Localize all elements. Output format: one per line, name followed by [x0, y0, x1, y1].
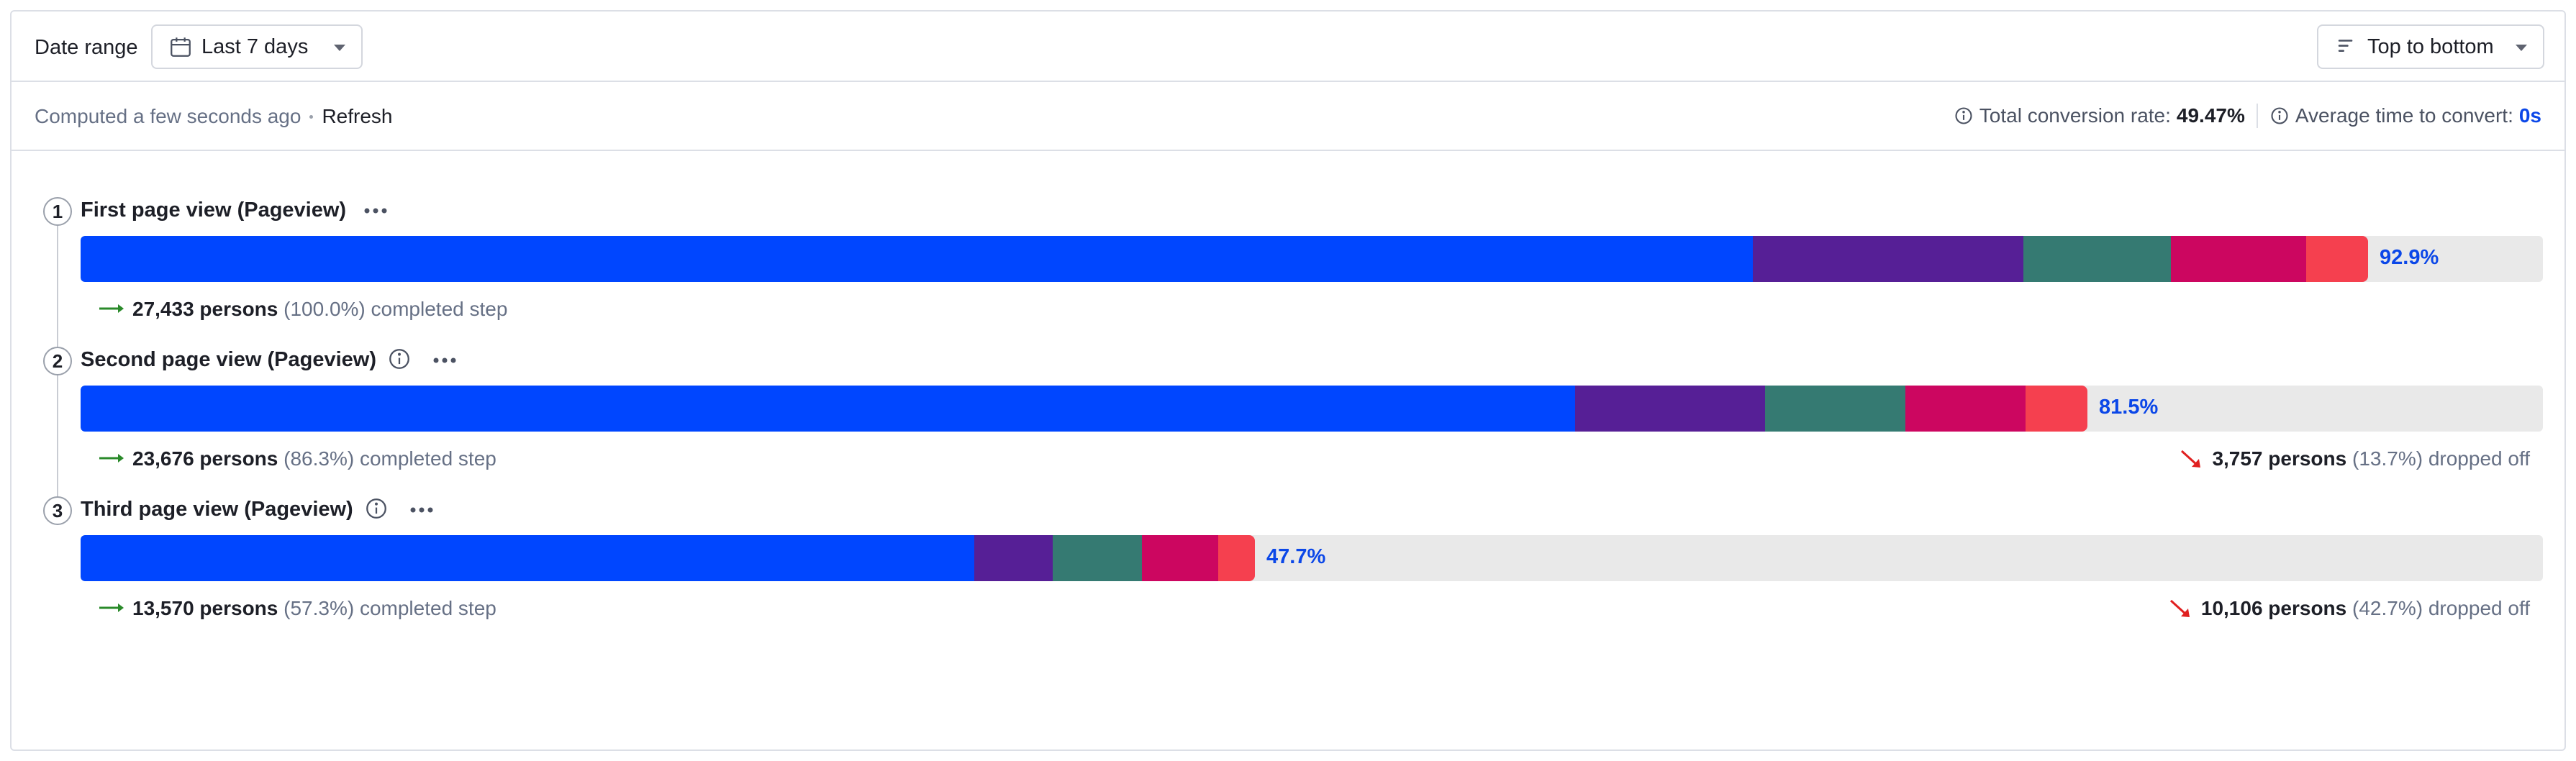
- conversion-stats: Total conversion rate: 49.47% Average ti…: [1954, 104, 2541, 128]
- completed-percent: (86.3%): [284, 447, 355, 470]
- info-icon[interactable]: [1954, 106, 1974, 126]
- completed-text: completed step: [359, 597, 496, 619]
- bar-segment-magenta[interactable]: [2171, 236, 2307, 282]
- dropoff-percent: (42.7%): [2352, 597, 2423, 619]
- conversion-label: Total conversion rate:: [1979, 104, 2171, 127]
- order-dropdown[interactable]: Top to bottom: [2317, 24, 2544, 69]
- bar-segment-purple[interactable]: [974, 535, 1053, 581]
- bar-segment-purple[interactable]: [1752, 236, 2023, 282]
- step-title: Third page view (Pageview): [81, 498, 353, 521]
- bar-segment-magenta[interactable]: [1141, 535, 1218, 581]
- divider: [2256, 104, 2258, 128]
- dropoff-text: dropped off: [2428, 597, 2530, 619]
- date-range-dropdown[interactable]: Last 7 days: [151, 24, 363, 69]
- completed-count: 27,433 persons: [132, 298, 278, 320]
- step-title: Second page view (Pageview): [81, 348, 376, 371]
- bar-segment-purple[interactable]: [1575, 386, 1765, 432]
- completed-count: 23,676 persons: [132, 447, 278, 470]
- bar-segment-coral[interactable]: [2306, 236, 2368, 282]
- step-percent: 47.7%: [1266, 545, 1326, 568]
- sort-icon: [2334, 35, 2359, 59]
- info-icon[interactable]: [364, 496, 389, 521]
- bar-segment-blue[interactable]: [81, 236, 1753, 282]
- dropoff-text: dropped off: [2428, 447, 2530, 470]
- bar-segment-magenta[interactable]: [1905, 386, 2026, 432]
- bar-segment-coral[interactable]: [2026, 386, 2087, 432]
- arrow-right-icon: [96, 598, 125, 618]
- completed-summary: 13,570 persons (57.3%) completed step: [96, 597, 496, 620]
- computed-status: Computed a few seconds ago Refresh: [35, 105, 393, 128]
- avg-time-label: Average time to convert:: [2295, 104, 2513, 127]
- refresh-link[interactable]: Refresh: [322, 105, 393, 127]
- step-bar-fill: [81, 535, 1255, 581]
- step-bar-fill: [81, 386, 2087, 432]
- step-bar-fill: [81, 236, 2368, 282]
- info-icon[interactable]: [387, 347, 412, 371]
- arrow-right-icon: [96, 448, 125, 468]
- dropoff-summary: 10,106 persons (42.7%) dropped off: [2165, 597, 2530, 620]
- completed-text: completed step: [359, 447, 496, 470]
- step-bar[interactable]: [81, 535, 2543, 581]
- status-bar: Computed a few seconds ago Refresh Total …: [12, 82, 2564, 151]
- toolbar: Date range Last 7 days Top to bottom: [12, 12, 2564, 82]
- bar-segment-teal[interactable]: [1053, 535, 1142, 581]
- more-icon[interactable]: [430, 350, 459, 371]
- chevron-down-icon: [2516, 45, 2527, 51]
- step-percent: 92.9%: [2380, 246, 2439, 269]
- step-percent: 81.5%: [2099, 396, 2159, 419]
- dropoff-percent: (13.7%): [2352, 447, 2423, 470]
- completed-text: completed step: [371, 298, 508, 320]
- step-title: First page view (Pageview): [81, 199, 347, 222]
- conversion-value: 49.47%: [2176, 104, 2245, 127]
- completed-summary: 23,676 persons (86.3%) completed step: [96, 447, 496, 470]
- avg-time-value: 0s: [2518, 104, 2541, 127]
- arrow-down-right-icon: [2165, 598, 2194, 618]
- order-value: Top to bottom: [2367, 35, 2494, 58]
- calendar-icon: [168, 35, 193, 59]
- bar-segment-teal[interactable]: [2023, 236, 2172, 282]
- separator-dot: [309, 115, 314, 119]
- step-number-badge: 2: [43, 347, 72, 375]
- completed-summary: 27,433 persons (100.0%) completed step: [96, 298, 507, 321]
- dropoff-count: 3,757 persons: [2212, 447, 2347, 470]
- dropoff-summary: 3,757 persons (13.7%) dropped off: [2176, 447, 2530, 470]
- info-icon[interactable]: [2269, 106, 2290, 126]
- completed-percent: (100.0%): [284, 298, 366, 320]
- arrow-right-icon: [96, 299, 125, 319]
- arrow-down-right-icon: [2176, 448, 2205, 468]
- bar-segment-blue[interactable]: [81, 535, 974, 581]
- step-number-badge: 1: [43, 197, 72, 226]
- step-bar[interactable]: [81, 386, 2543, 432]
- date-range-value: Last 7 days: [201, 35, 309, 58]
- bar-segment-blue[interactable]: [81, 386, 1576, 432]
- completed-count: 13,570 persons: [132, 597, 278, 619]
- computed-text: Computed a few seconds ago: [35, 105, 301, 127]
- chevron-down-icon: [334, 45, 345, 51]
- step-bar[interactable]: [81, 236, 2543, 282]
- more-icon[interactable]: [361, 200, 390, 222]
- funnel-panel: Date range Last 7 days Top to bottom Co: [10, 10, 2566, 751]
- dropoff-count: 10,106 persons: [2200, 597, 2347, 619]
- completed-percent: (57.3%): [284, 597, 355, 619]
- date-range-label: Date range: [35, 36, 138, 59]
- more-icon[interactable]: [407, 499, 436, 521]
- bar-segment-coral[interactable]: [1217, 535, 1255, 581]
- step-number-badge: 3: [43, 496, 72, 525]
- bar-segment-teal[interactable]: [1764, 386, 1905, 432]
